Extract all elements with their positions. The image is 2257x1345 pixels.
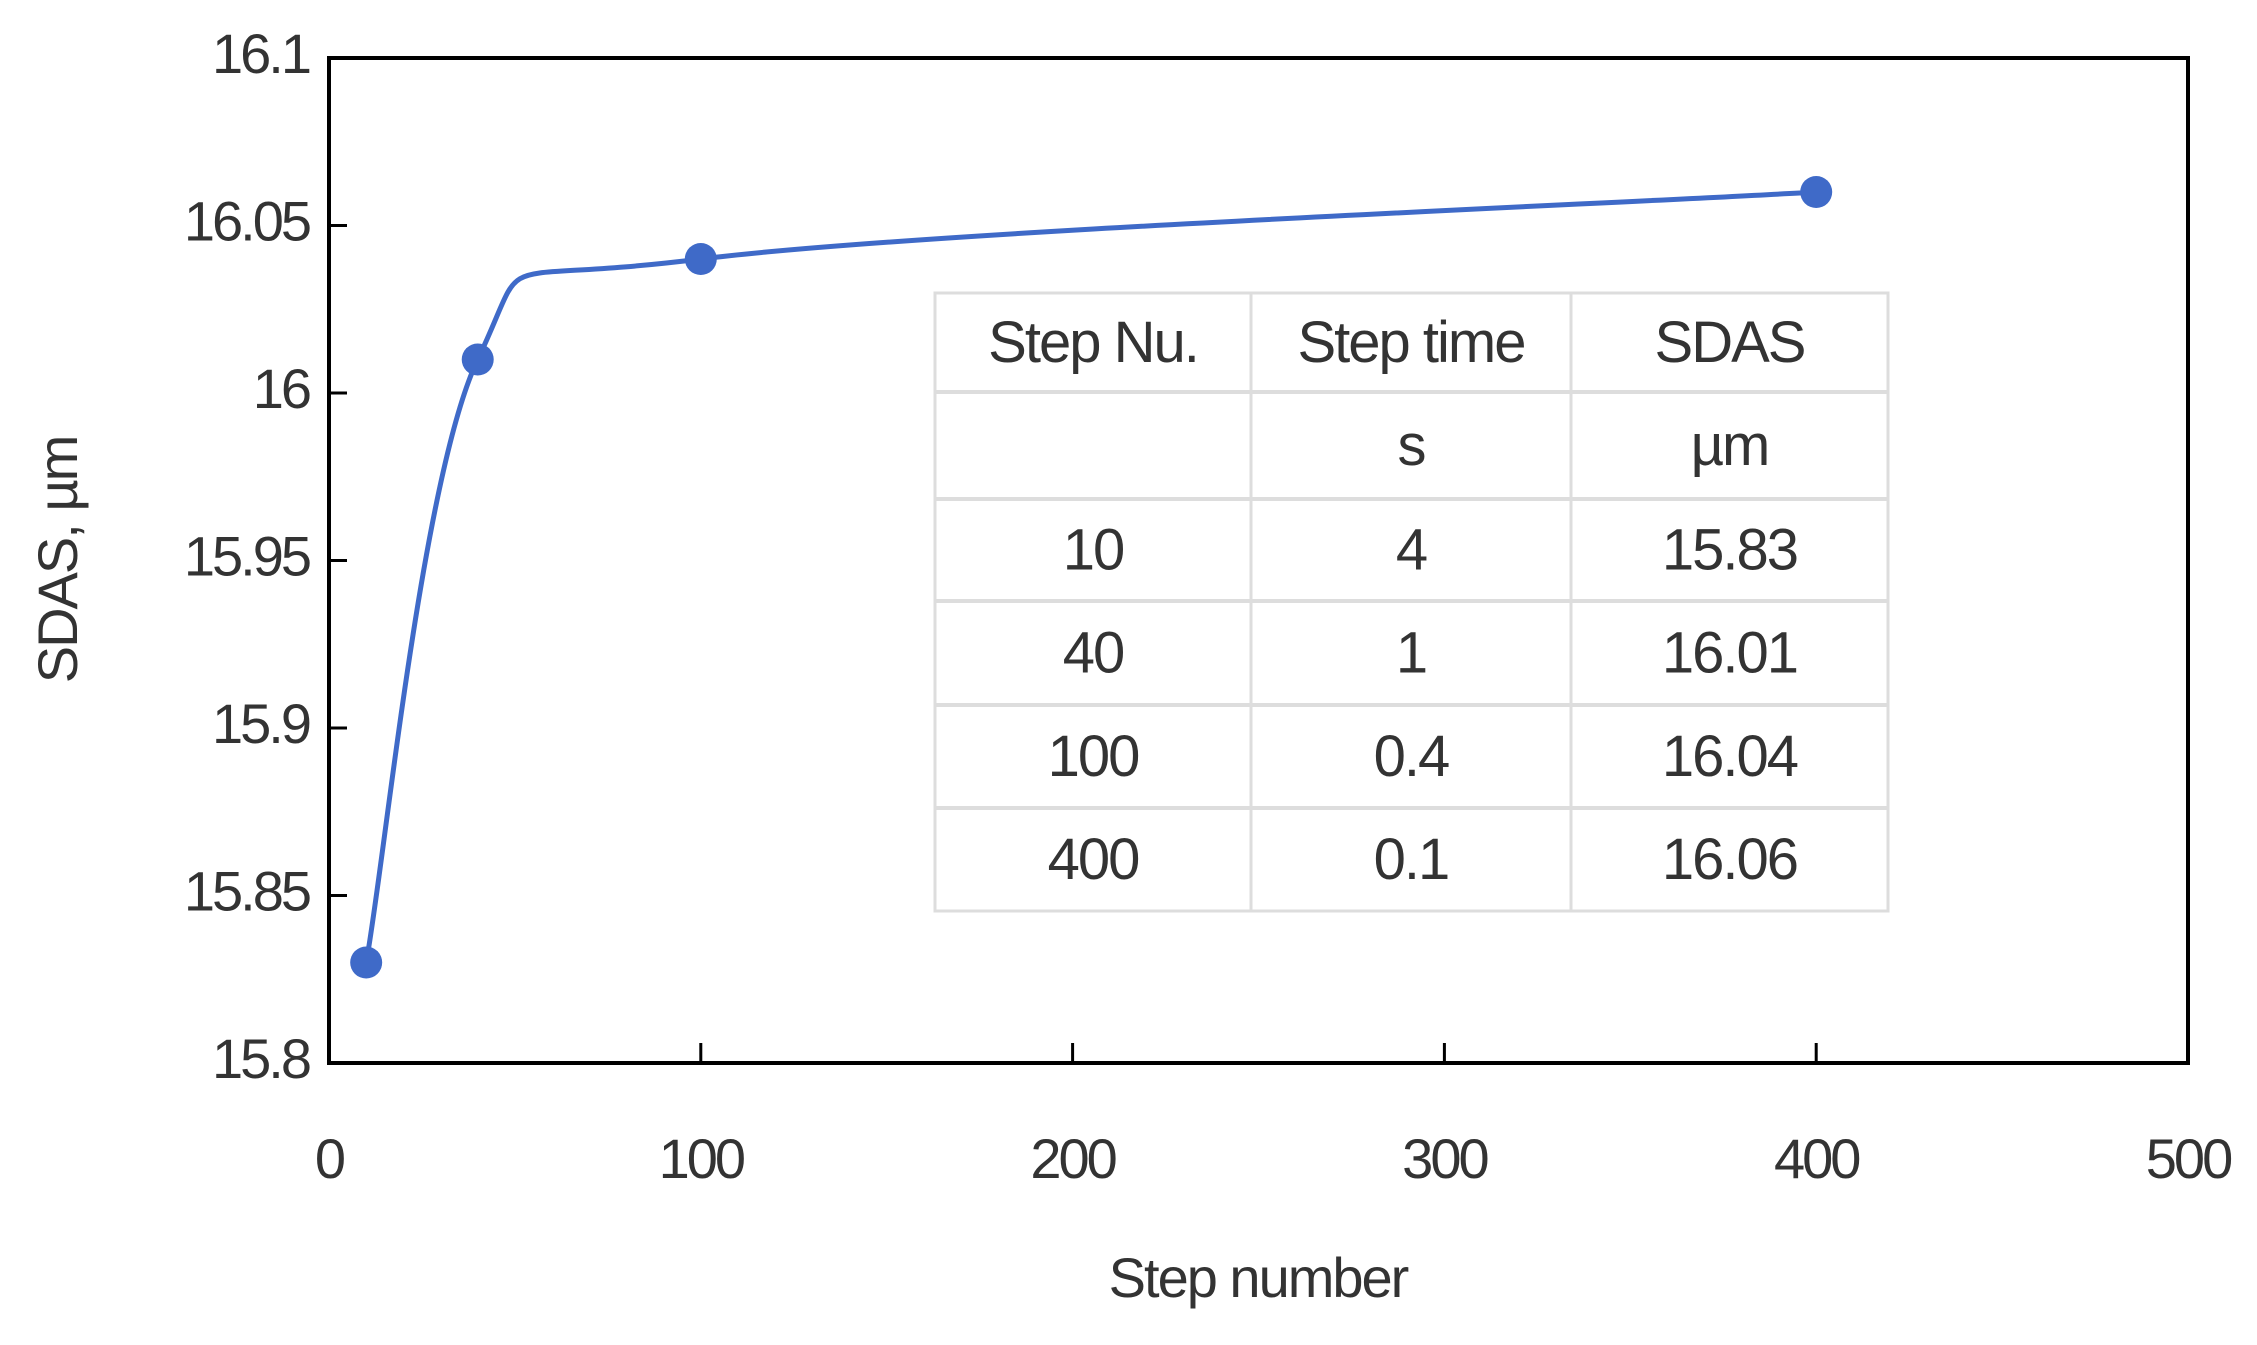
y-tick-label: 16.05 [184,189,310,252]
table-cell: 10 [1063,517,1124,582]
x-axis-title: Step number [1109,1246,1409,1309]
table-cell: 15.83 [1662,517,1797,582]
x-tick-label: 100 [659,1127,744,1190]
y-axis-title: SDAS, µm [26,437,89,684]
y-tick-label: 16.1 [212,22,310,85]
table-cell: 4 [1396,517,1427,582]
table-cell: 16.06 [1662,827,1797,892]
table-unit: µm [1691,413,1769,478]
point [684,243,717,275]
table-header: Step time [1298,310,1525,375]
point [1800,176,1833,208]
y-tick-label: 15.95 [184,524,310,587]
table-cell: 40 [1063,620,1124,685]
table-unit: s [1398,413,1425,478]
table-cell: 16.01 [1662,620,1797,685]
table-cell: 0.1 [1374,827,1449,892]
table-header: Step Nu. [988,310,1198,375]
y-tick-label: 16 [253,357,310,420]
table-cell: 100 [1048,724,1139,789]
table-cell: 400 [1048,827,1139,892]
series-line [363,189,1817,963]
x-tick-label: 400 [1774,1127,1859,1190]
y-tick-label: 15.85 [184,859,310,922]
point [461,343,494,376]
table-cell: 1 [1396,620,1426,685]
y-tick-label: 15.9 [212,692,310,755]
point [350,946,383,979]
x-tick-label: 200 [1030,1127,1115,1190]
table-cell: 16.04 [1662,724,1798,789]
x-tick-label: 0 [315,1127,344,1190]
table-header: SDAS [1655,310,1805,375]
y-tick-label: 15.8 [212,1027,310,1090]
x-tick-label: 300 [1402,1127,1487,1190]
table-cell: 0.4 [1374,724,1449,789]
x-tick-label: 500 [2146,1127,2231,1190]
